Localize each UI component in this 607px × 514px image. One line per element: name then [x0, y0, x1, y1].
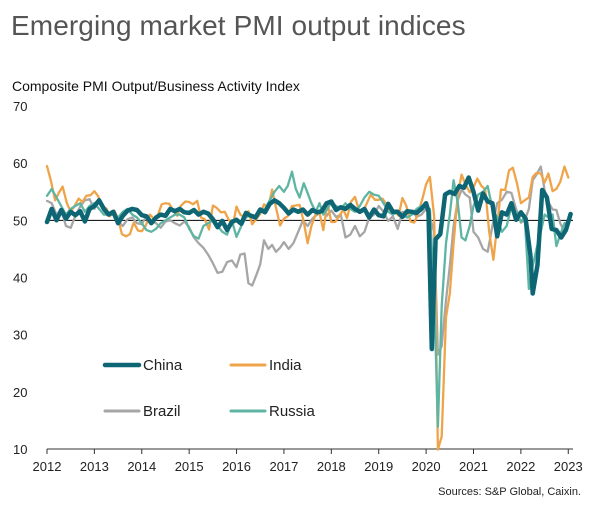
source-note: Sources: S&P Global, Caixin. — [438, 486, 581, 498]
y-tick-label: 30 — [13, 328, 27, 343]
legend-label-india: India — [269, 357, 302, 374]
series-line-india — [45, 164, 570, 451]
legend-label-brazil: Brazil — [143, 403, 181, 420]
x-tick-label: 2018 — [317, 459, 346, 474]
y-tick-label: 70 — [13, 99, 27, 114]
y-tick-label: 20 — [13, 385, 27, 400]
x-tick-label: 2012 — [33, 459, 62, 474]
x-tick-label: 2021 — [459, 459, 488, 474]
y-tick-label: 40 — [13, 271, 27, 286]
x-tick-label: 2023 — [554, 459, 583, 474]
chart-title: Emerging market PMI output indices — [11, 10, 466, 41]
series-line-brazil — [45, 165, 570, 356]
legend-label-china: China — [143, 357, 183, 374]
x-tick-label: 2020 — [412, 459, 441, 474]
x-tick-label: 2015 — [175, 459, 204, 474]
y-tick-label: 50 — [13, 213, 27, 228]
series-line-china — [44, 175, 573, 352]
y-tick-label: 10 — [13, 442, 27, 457]
x-tick-label: 2022 — [506, 459, 535, 474]
legend-label-russia: Russia — [269, 403, 316, 420]
x-tick-label: 2013 — [80, 459, 109, 474]
y-axis-label: Composite PMI Output/Business Activity I… — [12, 78, 300, 94]
x-tick-label: 2016 — [222, 459, 251, 474]
x-tick-label: 2014 — [127, 459, 156, 474]
y-tick-label: 60 — [13, 156, 27, 171]
x-tick-label: 2019 — [364, 459, 393, 474]
x-tick-label: 2017 — [269, 459, 298, 474]
